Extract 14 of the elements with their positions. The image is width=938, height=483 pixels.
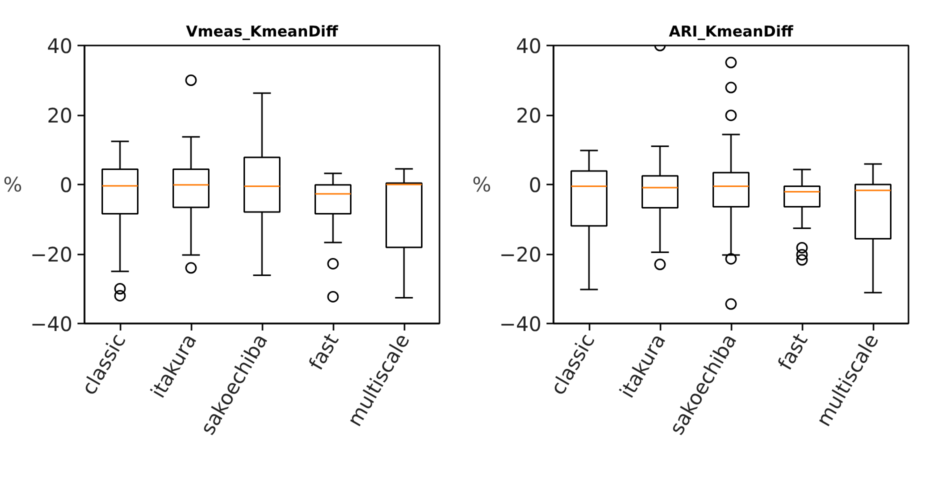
y-tick-label: 0	[60, 173, 73, 197]
y-tick-label: −20	[30, 242, 73, 266]
chart-title: ARI_KmeanDiff	[668, 22, 794, 40]
y-tick-label: 0	[528, 173, 542, 197]
y-tick-label: 40	[516, 34, 542, 58]
y-axis-title: %	[472, 172, 492, 196]
y-tick-label: −40	[30, 312, 73, 336]
y-tick-label: −40	[499, 312, 542, 336]
chart-title: Vmeas_KmeanDiff	[186, 22, 339, 40]
y-tick-label: 20	[516, 104, 542, 128]
y-tick-label: −20	[499, 242, 542, 266]
y-tick-label: 20	[47, 104, 73, 128]
y-axis-title: %	[3, 172, 22, 196]
y-tick-label: 40	[47, 34, 73, 58]
